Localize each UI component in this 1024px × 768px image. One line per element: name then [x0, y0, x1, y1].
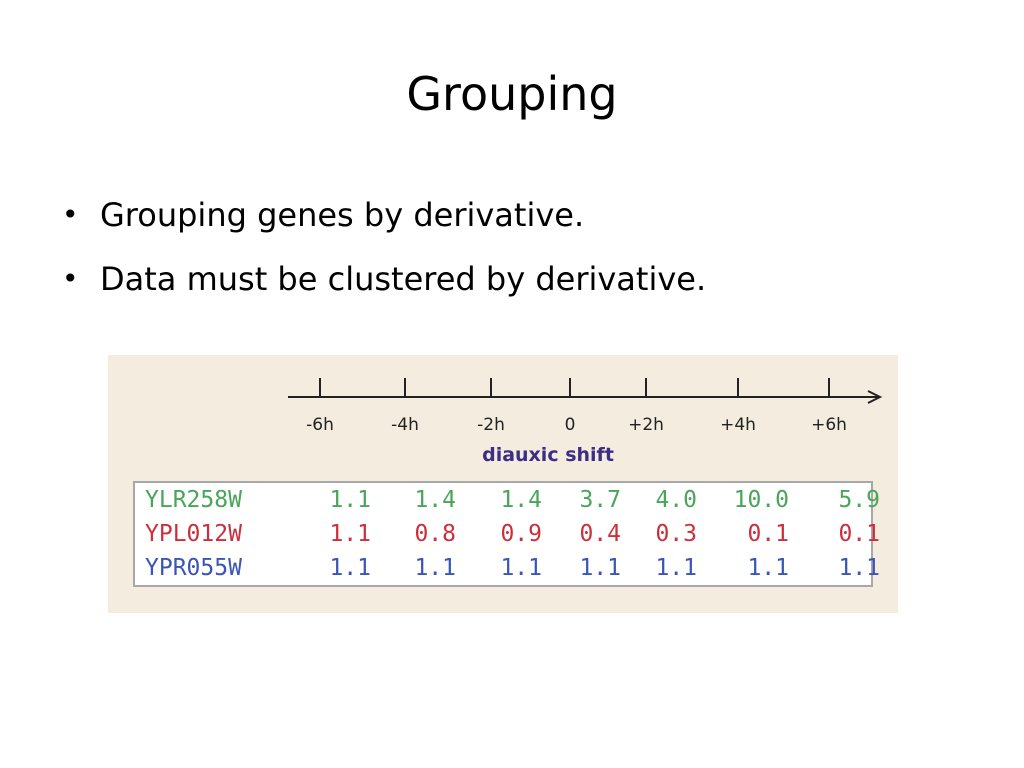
bullet-icon: •	[62, 198, 79, 231]
expression-value: 0.1	[838, 521, 880, 547]
expression-value: 1.1	[655, 555, 697, 581]
arrow-head-icon	[867, 390, 883, 404]
expression-value: 5.9	[838, 487, 880, 513]
gene-row: YPL012W 1.1 0.8 0.9 0.4 0.3 0.1 0.1	[135, 517, 880, 551]
gene-name: YLR258W	[145, 487, 242, 513]
expression-value: 1.1	[329, 521, 371, 547]
expression-table: YLR258W 1.1 1.4 1.4 3.7 4.0 10.0 5.9 YPL012W 1.1 0…	[133, 481, 880, 587]
bullet-item: • Data must be clustered by derivative.	[62, 252, 706, 306]
expression-figure: -6h -4h -2h 0 +2h +4h +6h diauxic shift YLR258…	[108, 355, 898, 613]
timepoint-label: 0	[565, 415, 576, 435]
expression-value: 10.0	[733, 487, 789, 513]
expression-value: 1.1	[500, 555, 542, 581]
timepoint-label: -2h	[477, 415, 505, 435]
axis-caption: diauxic shift	[482, 444, 614, 466]
expression-value: 3.7	[579, 487, 621, 513]
gene-row: YPR055W 1.1 1.1 1.1 1.1 1.1 1.1 1.1	[135, 551, 880, 585]
bullet-text: Data must be clustered by derivative.	[100, 260, 707, 298]
expression-value: 1.1	[414, 555, 456, 581]
bullet-text: Grouping genes by derivative.	[100, 196, 585, 234]
expression-value: 1.1	[579, 555, 621, 581]
timeline-axis: -6h -4h -2h 0 +2h +4h +6h diauxic shift	[288, 378, 883, 466]
slide-title: Grouping	[406, 67, 618, 121]
timepoint-label: +6h	[811, 415, 847, 435]
expression-value: 0.9	[500, 521, 542, 547]
bullet-list: • Grouping genes by derivative. • Data m…	[62, 188, 706, 316]
gene-name: YPR055W	[145, 555, 242, 581]
expression-value: 0.3	[655, 521, 697, 547]
expression-value: 1.4	[414, 487, 456, 513]
expression-value: 4.0	[655, 487, 697, 513]
expression-value: 1.1	[329, 555, 371, 581]
expression-value: 1.1	[747, 555, 789, 581]
expression-value: 1.1	[329, 487, 371, 513]
timepoint-label: -4h	[391, 415, 419, 435]
bullet-item: • Grouping genes by derivative.	[62, 188, 706, 242]
expression-value: 0.1	[747, 521, 789, 547]
expression-value: 0.8	[414, 521, 456, 547]
timepoint-label: -6h	[306, 415, 334, 435]
bullet-icon: •	[62, 262, 79, 295]
timepoint-label: +2h	[628, 415, 664, 435]
tick-group: -6h -4h -2h 0 +2h +4h +6h	[306, 378, 847, 435]
gene-row: YLR258W 1.1 1.4 1.4 3.7 4.0 10.0 5.9	[135, 483, 880, 517]
expression-value: 1.1	[838, 555, 880, 581]
gene-name: YPL012W	[145, 521, 242, 547]
expression-value: 1.4	[500, 487, 542, 513]
timepoint-label: +4h	[720, 415, 756, 435]
expression-value: 0.4	[579, 521, 621, 547]
